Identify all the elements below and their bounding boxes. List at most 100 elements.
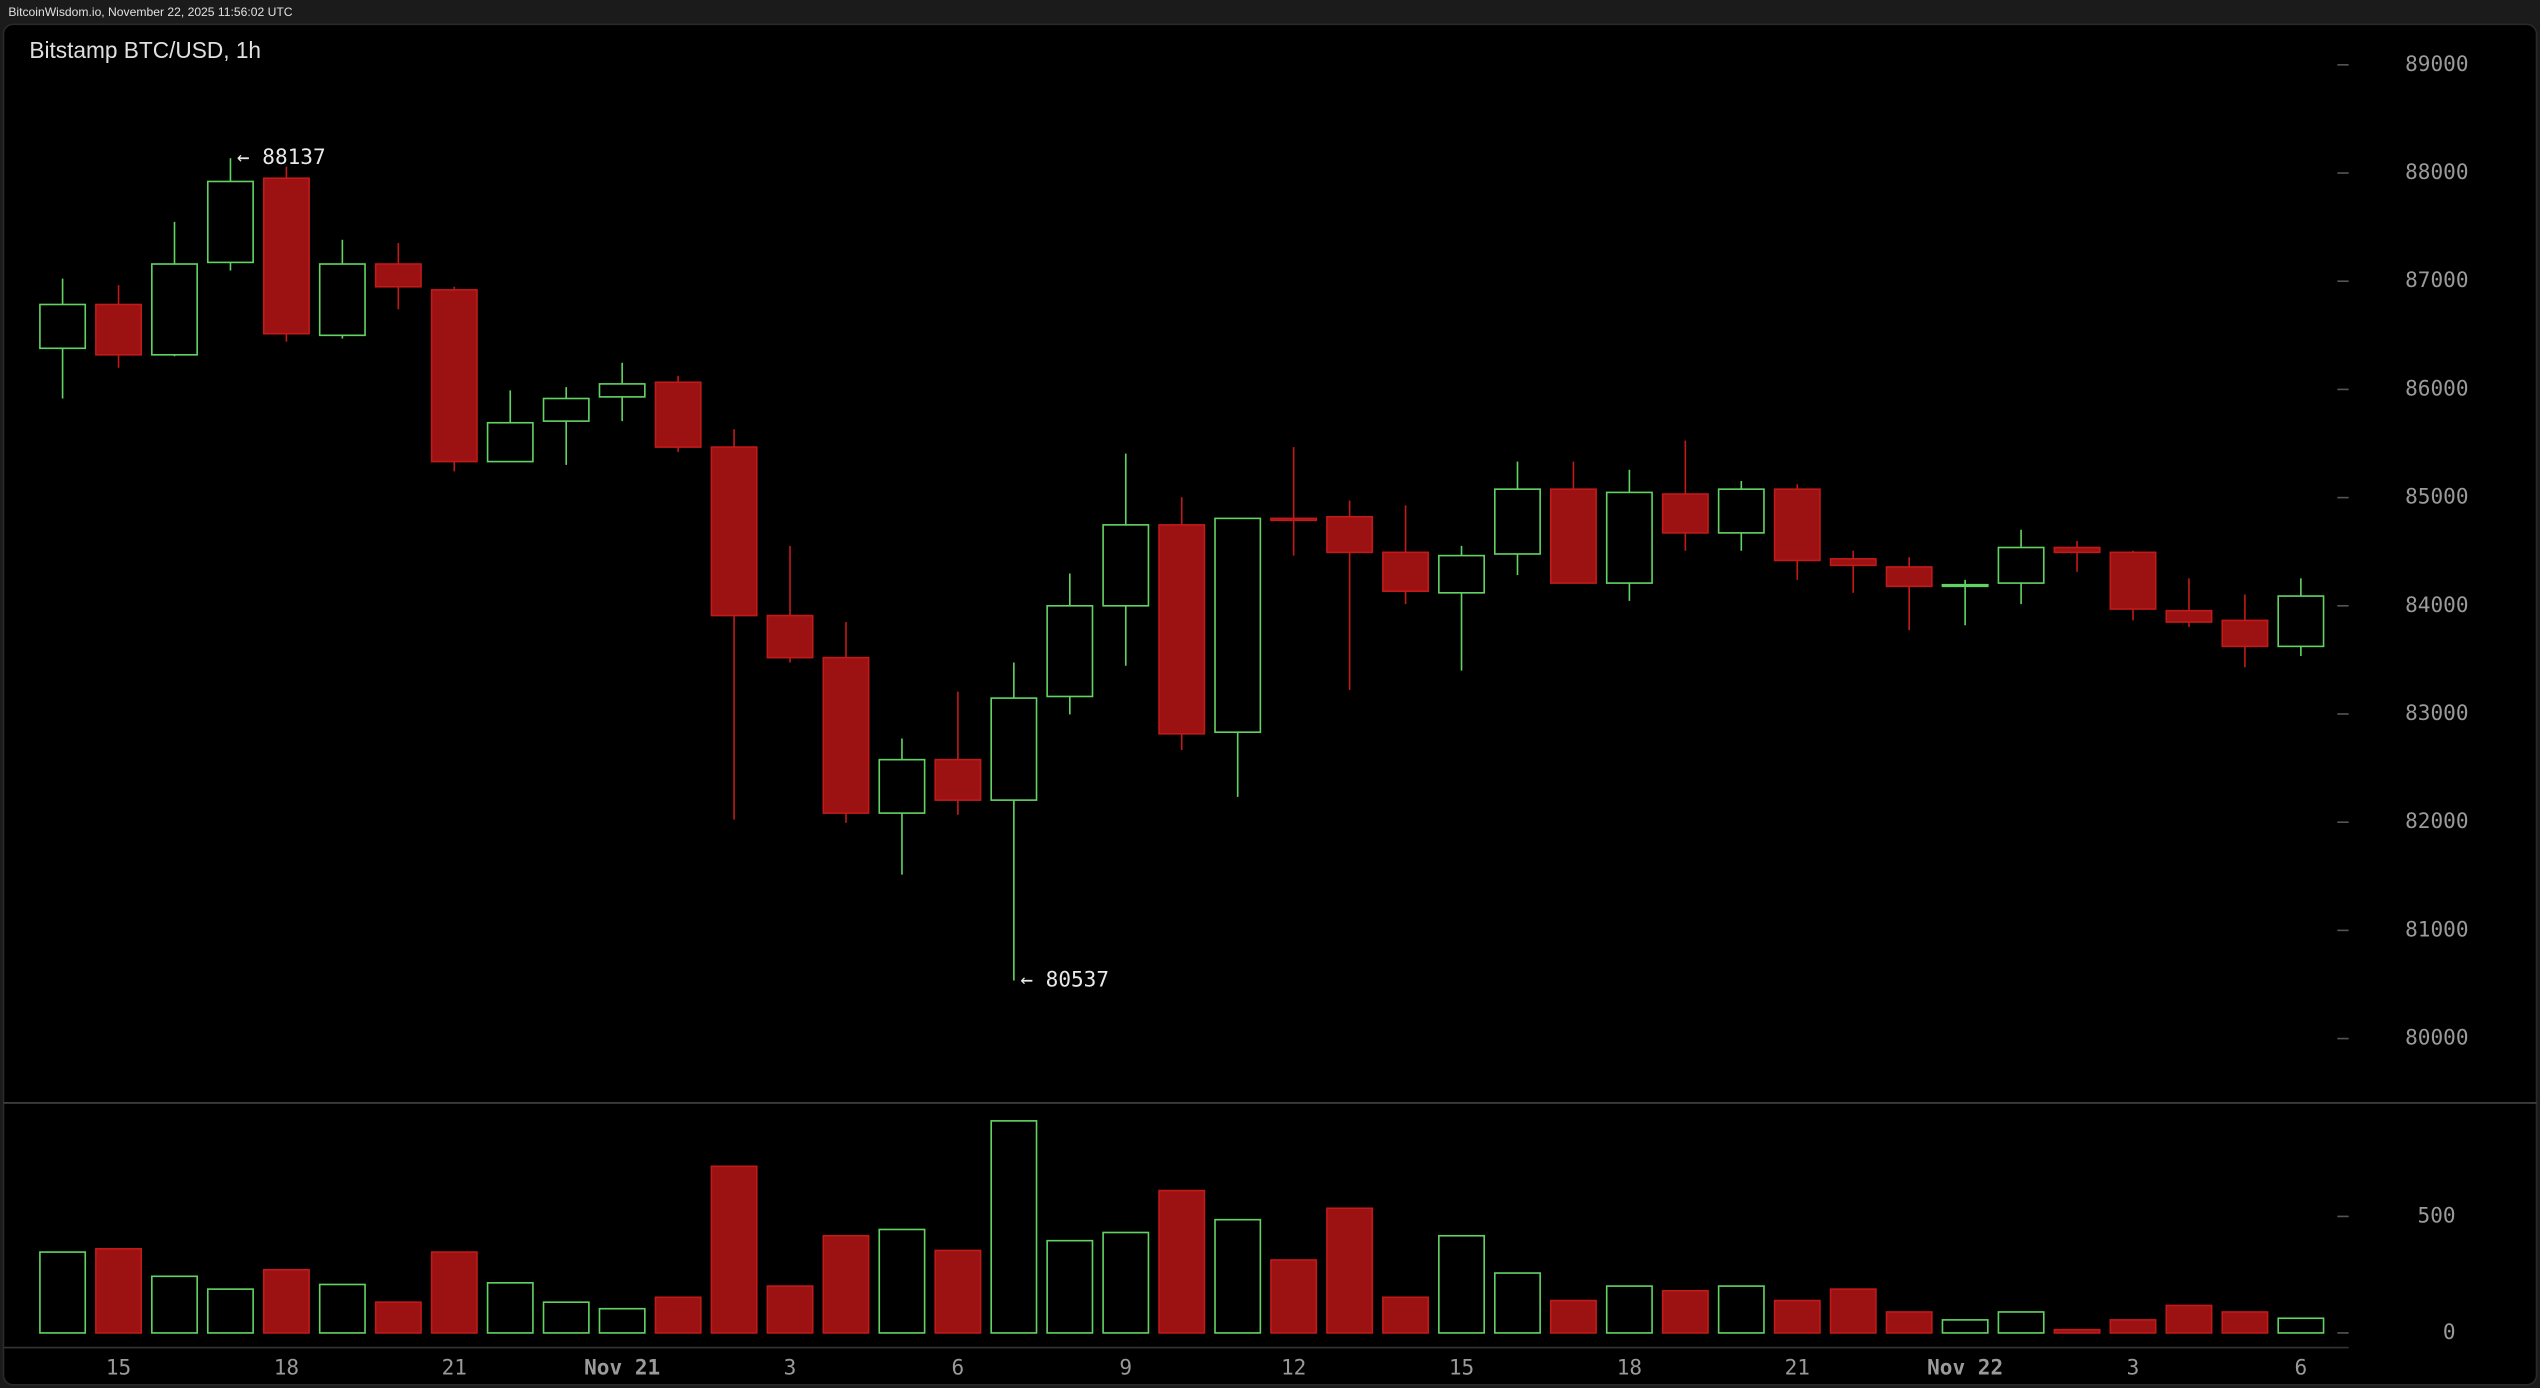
candle-body	[710, 446, 758, 617]
candle-body	[1326, 515, 1374, 554]
volume-bar	[990, 1120, 1038, 1334]
volume-bar	[2053, 1328, 2101, 1334]
volume-bar	[1214, 1218, 1262, 1334]
candle-body	[262, 177, 310, 335]
volume-bar	[262, 1268, 310, 1334]
y-tick-label: 80000	[2405, 1025, 2468, 1050]
volume-bar	[318, 1283, 366, 1334]
volume-bar	[374, 1301, 422, 1334]
volume-bar	[710, 1165, 758, 1334]
x-tick-label: 9	[1119, 1355, 1132, 1380]
x-tick-label: 3	[784, 1355, 797, 1380]
x-tick-label: 18	[274, 1355, 299, 1380]
x-tick-label: Nov 21	[584, 1355, 660, 1380]
y-tick-label: 85000	[2405, 484, 2468, 509]
volume-bar	[1326, 1207, 1374, 1334]
candle-body	[206, 180, 254, 264]
volume-bar	[1158, 1189, 1206, 1334]
x-tick-label: 21	[442, 1355, 467, 1380]
volume-bar	[1773, 1299, 1821, 1334]
volume-bar	[1829, 1288, 1877, 1334]
candle-body	[934, 758, 982, 801]
candle-body	[1102, 524, 1150, 607]
volume-bar	[766, 1285, 814, 1334]
candle-body	[1382, 551, 1430, 593]
x-tick-label: 15	[1449, 1355, 1474, 1380]
candle-body	[1605, 491, 1653, 584]
candle-body	[374, 263, 422, 288]
volume-bar	[95, 1248, 143, 1334]
x-tick-label: 12	[1281, 1355, 1306, 1380]
annotation: ← 88137	[237, 144, 326, 169]
volume-bar	[486, 1282, 534, 1334]
header: BitcoinWisdom.io, November 22, 2025 11:5…	[8, 5, 292, 19]
candle-body	[990, 697, 1038, 801]
candle-body	[1941, 583, 1989, 588]
volume-bar	[151, 1275, 198, 1334]
candle-body	[654, 381, 702, 448]
volume-bar	[1382, 1296, 1430, 1334]
candle-body	[1158, 524, 1206, 735]
y-tick-label: 87000	[2405, 267, 2468, 292]
volume-bar	[1941, 1319, 1989, 1334]
candle-body	[1885, 566, 1933, 588]
volume-bar	[1549, 1299, 1597, 1334]
candle-body	[1549, 488, 1597, 584]
volume-bar	[2109, 1319, 2157, 1334]
volume-tick-label: 500	[2418, 1202, 2456, 1227]
x-tick-label: 21	[1785, 1355, 1810, 1380]
volume-bar	[1438, 1234, 1486, 1334]
y-tick-label: 88000	[2405, 159, 2468, 184]
candle-body	[2277, 595, 2325, 648]
annotation: ← 80537	[1020, 966, 1109, 991]
volume-bar	[1885, 1311, 1933, 1334]
x-tick-label: 3	[2127, 1355, 2140, 1380]
candle-body	[95, 303, 143, 356]
chart-panel	[2, 23, 2538, 1386]
volume-bar	[39, 1251, 87, 1334]
candle-body	[1773, 488, 1821, 562]
candle-body	[1214, 517, 1262, 733]
y-tick-label: 86000	[2405, 375, 2468, 400]
candle-body	[1661, 493, 1709, 534]
volume-bar	[1605, 1285, 1653, 1334]
volume-bar	[1270, 1259, 1318, 1334]
candle-body	[1997, 546, 2045, 584]
volume-bar	[654, 1296, 702, 1334]
y-tick-label: 84000	[2405, 592, 2468, 617]
volume-bar	[1046, 1239, 1094, 1334]
x-tick-label: Nov 22	[1927, 1355, 2003, 1380]
y-tick-label: 83000	[2405, 700, 2468, 725]
volume-bar	[2221, 1311, 2269, 1334]
volume-bar	[598, 1307, 646, 1334]
volume-bar	[2277, 1317, 2325, 1334]
candle-body	[598, 383, 646, 398]
volume-bar	[2165, 1304, 2213, 1334]
candle-body	[542, 397, 590, 422]
volume-bar	[822, 1234, 870, 1334]
volume-bar	[934, 1249, 982, 1334]
volume-bar	[1493, 1272, 1541, 1334]
candle-body	[2221, 619, 2269, 648]
volume-bar	[1661, 1289, 1709, 1334]
candle-body	[486, 421, 534, 463]
volume-bar	[1997, 1311, 2045, 1334]
candle-body	[2165, 609, 2213, 623]
candle-body	[39, 303, 87, 350]
x-tick-label: 6	[952, 1355, 965, 1380]
volume-tick-label: 0	[2443, 1319, 2456, 1344]
x-tick-label: 6	[2295, 1355, 2308, 1380]
y-tick-label: 81000	[2405, 916, 2468, 941]
candle-body	[1270, 517, 1318, 522]
volume-bar	[1102, 1231, 1150, 1334]
candle-body	[2109, 551, 2157, 610]
candle-body	[766, 614, 814, 659]
x-tick-label: 15	[106, 1355, 131, 1380]
y-tick-label: 89000	[2405, 51, 2468, 76]
chart-title: Bitstamp BTC/USD, 1h	[29, 37, 261, 63]
candle-body	[878, 758, 926, 814]
candle-body	[430, 289, 478, 463]
candle-body	[1046, 604, 1094, 698]
volume-bar	[430, 1251, 478, 1334]
